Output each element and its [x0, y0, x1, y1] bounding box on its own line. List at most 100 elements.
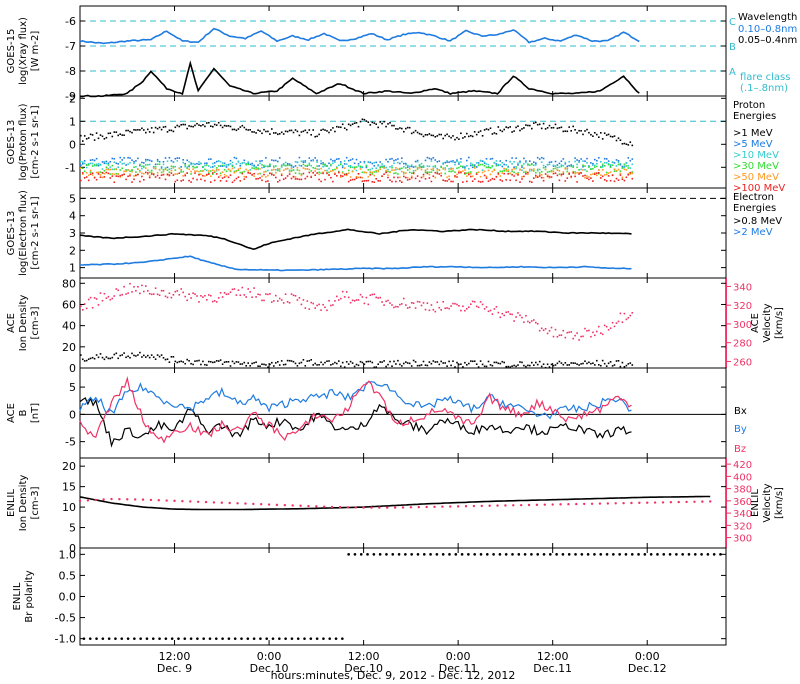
series--100-mev: [80, 171, 634, 184]
data-point: [324, 163, 326, 166]
data-point: [420, 304, 423, 307]
data-point: [607, 175, 610, 177]
data-point: [186, 166, 188, 168]
data-point: [607, 133, 610, 136]
data-point: [278, 157, 281, 159]
data-point: [277, 160, 279, 163]
data-point: [361, 176, 364, 179]
data-point: [83, 303, 86, 305]
data-point: [479, 163, 482, 166]
data-point: [345, 291, 348, 293]
data-point: [200, 295, 202, 297]
data-point: [511, 170, 513, 173]
data-point: [253, 362, 255, 364]
data-point: [170, 169, 173, 172]
data-point: [237, 361, 240, 363]
polarity-point: [574, 553, 577, 556]
polarity-point: [170, 637, 174, 640]
data-point: [318, 171, 320, 174]
data-point: [215, 169, 218, 172]
data-point: [582, 164, 584, 166]
data-point: [515, 126, 517, 129]
data-point: [456, 361, 458, 364]
data-point: [631, 144, 634, 147]
data-point: [101, 299, 104, 302]
data-point: [133, 286, 135, 288]
polarity-point: [706, 553, 710, 556]
data-point: [125, 293, 127, 295]
data-point: [515, 316, 517, 318]
data-point: [629, 314, 632, 317]
series-line: [80, 255, 632, 272]
data-point: [613, 162, 616, 164]
data-point: [525, 315, 527, 317]
data-point: [558, 127, 561, 129]
data-point: [391, 124, 393, 127]
data-point: [406, 179, 409, 181]
data-point: [611, 174, 614, 177]
data-point: [617, 137, 620, 139]
data-point: [227, 164, 230, 167]
data-point: [271, 173, 273, 176]
data-point: [117, 175, 119, 178]
data-point: [162, 289, 165, 292]
data-point: [454, 175, 456, 177]
data-point: [531, 169, 533, 172]
data-point: [625, 318, 628, 321]
data-point: [271, 301, 273, 303]
data-point: [135, 289, 137, 292]
data-point: [322, 171, 324, 174]
data-point: [454, 366, 456, 368]
data-point: [257, 164, 259, 166]
data-point: [257, 293, 259, 296]
data-point: [432, 134, 435, 137]
data-point: [168, 129, 171, 132]
data-point: [529, 364, 531, 367]
data-point: [225, 166, 228, 168]
data-point: [263, 165, 265, 168]
data-point: [192, 292, 194, 294]
data-point: [562, 329, 565, 332]
data-point: [535, 121, 537, 124]
data-point: [312, 160, 314, 162]
data-point: [511, 157, 513, 159]
data-point: [141, 167, 143, 170]
data-point: [241, 124, 244, 127]
data-point: [363, 171, 366, 173]
velocity-point: [393, 506, 397, 509]
data-point: [111, 157, 114, 160]
data-point: [184, 164, 186, 166]
data-point: [412, 131, 415, 134]
data-point: [536, 323, 539, 325]
data-point: [381, 166, 383, 168]
data-point: [485, 158, 488, 160]
data-point: [190, 163, 192, 166]
data-point: [152, 131, 155, 134]
data-point: [576, 166, 578, 169]
data-point: [282, 163, 285, 165]
series-line: [79, 396, 632, 448]
data-point: [137, 286, 139, 288]
data-point: [145, 171, 147, 174]
data-point: [261, 299, 263, 302]
y-tick-label: 60: [62, 298, 76, 311]
data-point: [332, 169, 334, 171]
data-point: [182, 170, 184, 173]
velocity-point: [110, 497, 113, 501]
data-point: [552, 126, 555, 129]
data-point: [127, 163, 129, 165]
data-point: [212, 125, 214, 128]
data-point: [533, 164, 535, 166]
data-point: [123, 157, 125, 159]
data-point: [603, 132, 606, 134]
data-point: [546, 363, 549, 366]
data-point: [548, 163, 551, 166]
data-point: [227, 168, 230, 170]
data-point: [235, 129, 238, 132]
data-point: [316, 168, 318, 170]
data-point: [194, 293, 196, 295]
data-point: [174, 157, 177, 160]
data-point: [471, 135, 474, 138]
polarity-point: [397, 553, 401, 556]
